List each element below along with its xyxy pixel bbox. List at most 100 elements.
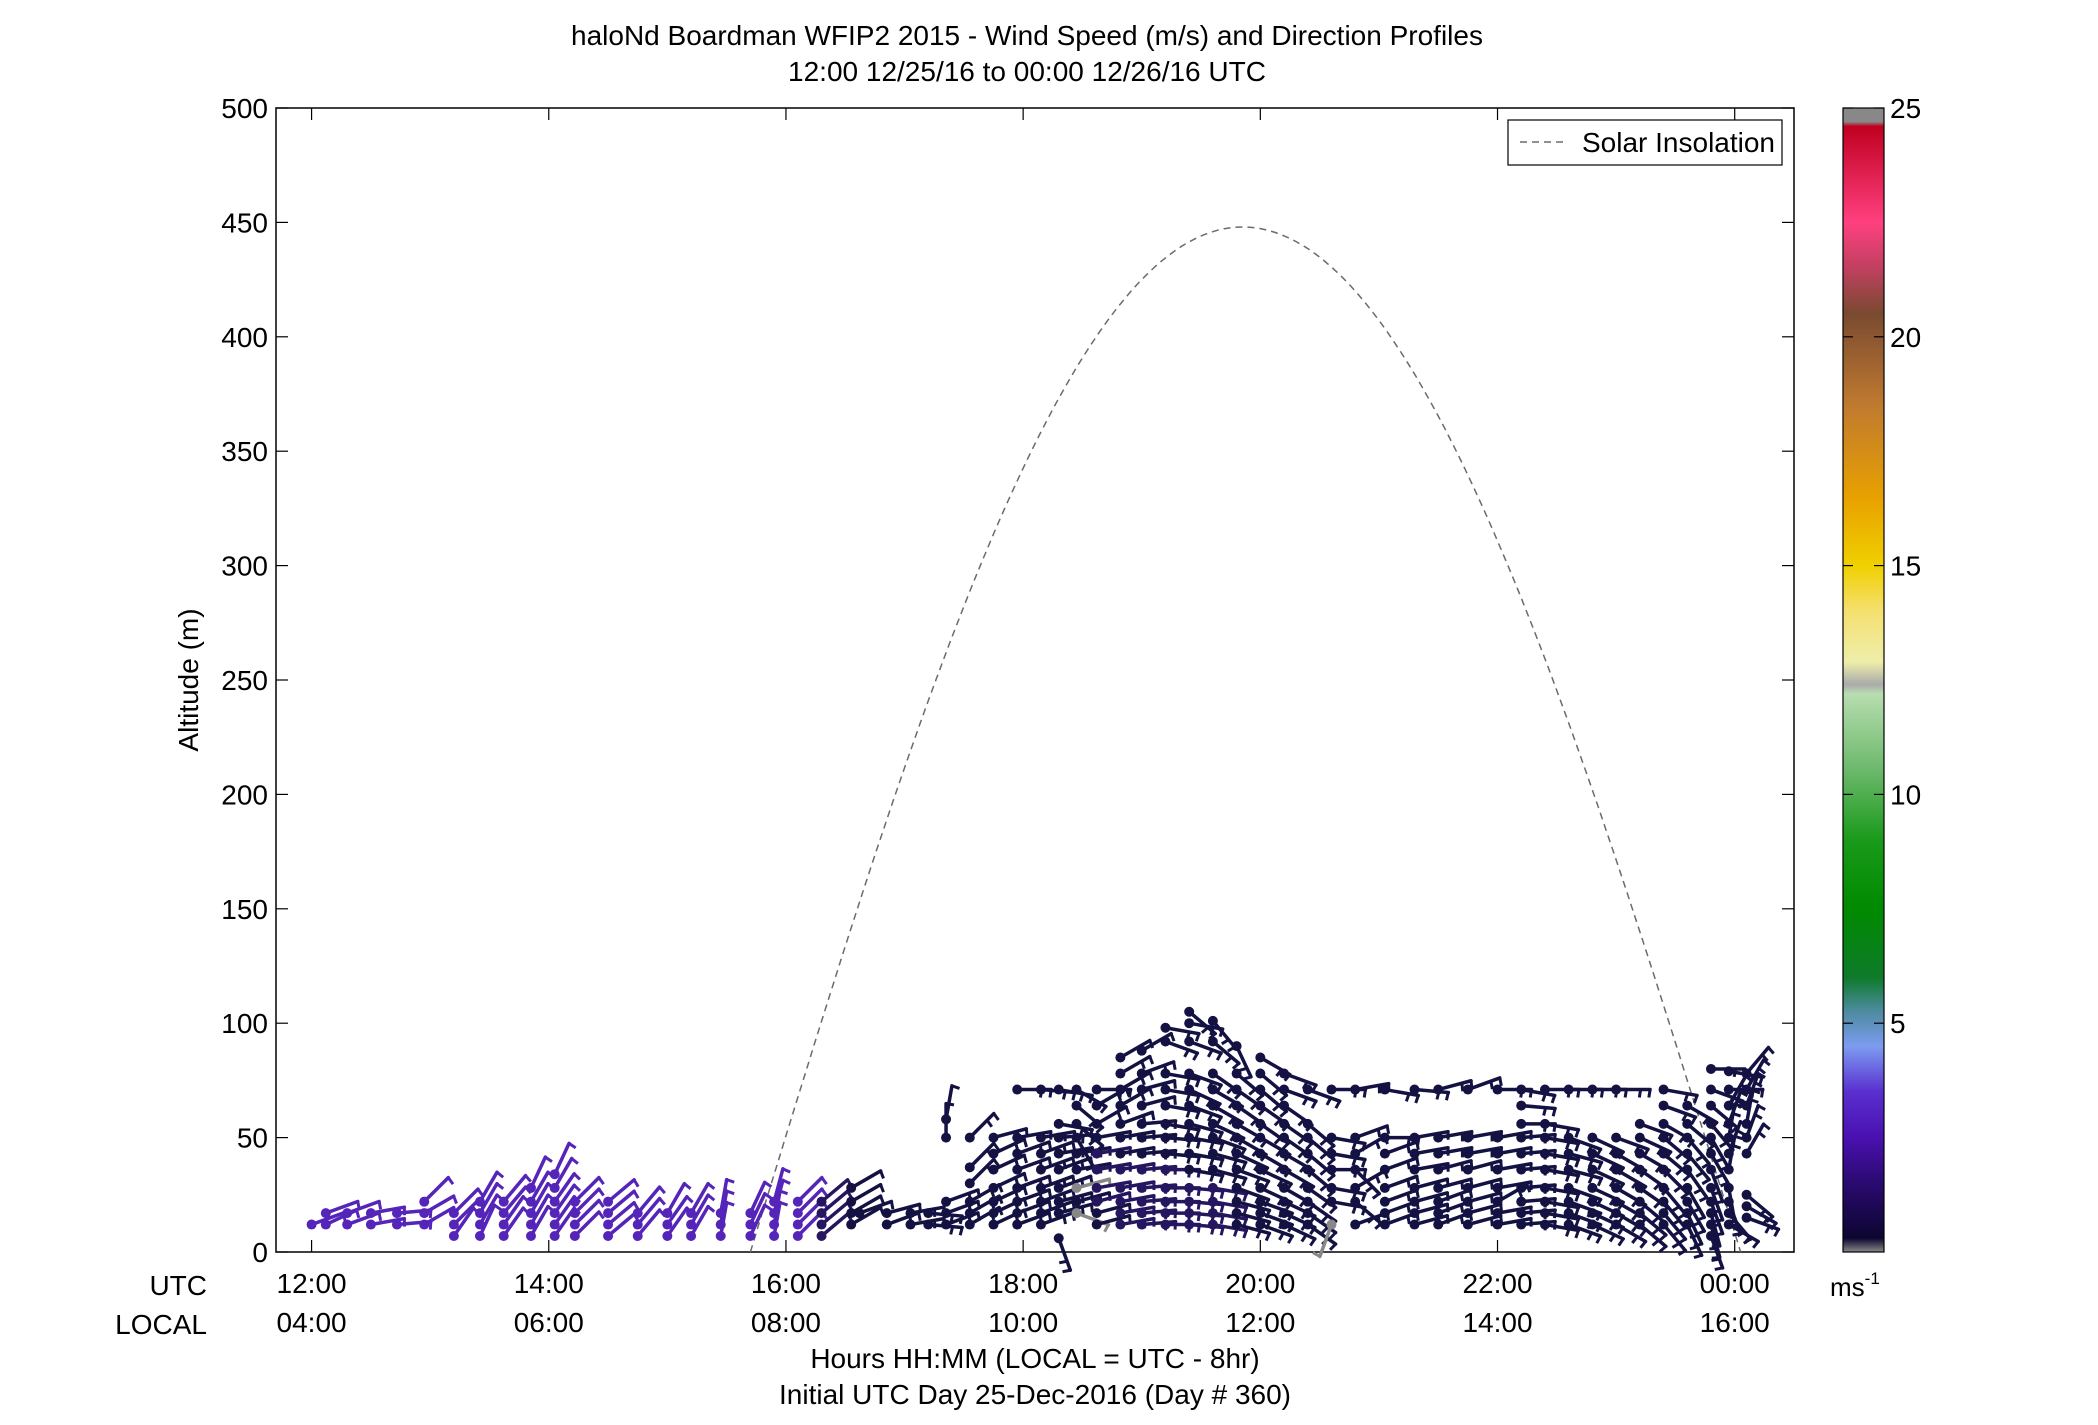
colorbar-tick-label: 5 [1890,1008,1906,1039]
wind-barb-dot [1207,1015,1218,1026]
wind-barb [1207,1219,1249,1239]
wind-barb-feather [1305,1142,1313,1151]
wind-barb-dot [1184,1100,1195,1111]
wind-barb-staff [1139,1031,1173,1053]
y-tick-label: 450 [221,207,268,238]
wind-barb [854,1199,895,1219]
wind-barb-dot [1611,1208,1622,1219]
wind-barb [1184,1148,1225,1168]
x-tick-label-utc: 20:00 [1225,1268,1295,1299]
wind-barb-staff [718,1189,729,1227]
wind-barb-staff [1412,1177,1450,1190]
wind-barb-staff [1015,1156,1051,1172]
wind-barb-dot [1563,1182,1574,1193]
wind-barb-staff [1094,1202,1132,1215]
wind-barb-dot [1136,1219,1147,1230]
wind-barb [923,1219,964,1236]
wind-barb-dot [525,1208,536,1219]
wind-barb [525,1155,553,1193]
wind-barb-feather [1404,1093,1411,1102]
wind-barb-staff [1590,1222,1625,1241]
wind-barb-staff [1094,1129,1132,1140]
wind-barb-feather [1406,1179,1411,1188]
wind-barb-staff [1187,1039,1223,1055]
wind-barb-staff [1543,1186,1581,1196]
wind-barb-staff [1163,1026,1201,1036]
wind-barb-feather [1219,1227,1225,1236]
wind-barb-dot [1302,1164,1313,1175]
wind-barb-dot [1302,1219,1313,1230]
wind-barb-feather [1326,1158,1335,1166]
wind-barb-staff [748,1191,767,1227]
wind-barb-feather [1729,1223,1738,1228]
wind-barb-staff [968,1141,996,1170]
wind-barb-dot [1184,1068,1195,1079]
wind-barb-feather [476,1188,484,1197]
wind-barb-feather [1677,1237,1687,1245]
wind-barb-feather [1140,1092,1146,1102]
wind-barb-feather [1173,1096,1177,1105]
wind-barb-staff [1074,1191,1112,1204]
wind-barb-feather [1541,1093,1547,1102]
wind-barb-staff [501,1194,525,1227]
wind-barb-feather [1767,1046,1775,1055]
wind-barb-dot [1255,1100,1266,1111]
wind-barb-staff [478,1203,497,1238]
wind-barb-feather [1757,1104,1766,1111]
wind-barb-feather [1765,1215,1774,1224]
wind-barb-staff [501,1206,525,1238]
x-tick-label-local: 10:00 [988,1307,1058,1338]
wind-barb-feather [1371,1192,1381,1200]
wind-barb-dot [1207,1219,1218,1230]
wind-barb [1741,1189,1775,1224]
wind-barb-staff [1211,1167,1248,1181]
wind-barb-staff [635,1208,662,1238]
wind-barb-staff [1306,1199,1338,1223]
wind-barb-staff [529,1193,550,1227]
wind-barb-staff [748,1180,767,1215]
wind-barb-dot [769,1208,780,1219]
wind-barb-dot [1207,1084,1218,1095]
wind-barb-staff [1519,1087,1557,1098]
colorbar: 5 10 15 20 25 ms-1 [1830,93,1921,1302]
wind-barb [769,1178,791,1219]
wind-barb-dot [1658,1148,1669,1159]
wind-barb-staff [1412,1161,1450,1172]
wind-barb-staff [1412,1213,1450,1227]
wind-barb-feather [1757,1131,1766,1139]
wind-barb-feather [1279,1110,1288,1118]
wind-barb [1516,1084,1557,1104]
wind-barb-feather [1689,1245,1699,1251]
wind-barb-staff [1709,1167,1725,1204]
wind-barb-feather [524,1174,532,1183]
wind-barb-staff [1519,1196,1557,1204]
x-tick-label-utc: 22:00 [1462,1268,1532,1299]
wind-barb-feather [1148,1088,1155,1097]
wind-barb-feather [707,1205,716,1213]
wind-barb-dot [1658,1132,1669,1143]
wind-barb-feather [917,1212,922,1222]
wind-barb-staff [1015,1140,1051,1156]
wind-barb-feather [879,1184,885,1193]
wind-barb-staff [573,1210,601,1238]
wind-barb-staff [665,1206,689,1238]
wind-barb-dot [1705,1164,1716,1175]
wind-barb-feather [570,1157,579,1165]
x-tick-label-utc: 14:00 [514,1268,584,1299]
wind-barb-feather [1319,1184,1328,1192]
wind-barb-feather [1406,1215,1411,1225]
wind-barb-feather [1219,1190,1225,1200]
wind-barb-feather [1698,1138,1708,1146]
legend-label: Solar Insolation [1582,127,1775,158]
wind-barb-dot [1409,1148,1420,1159]
wind-barb-dot [1091,1084,1102,1095]
wind-barb-dot [792,1208,803,1219]
wind-barb-dot [448,1230,459,1241]
wind-barb-dot [1115,1084,1126,1095]
wind-barb-feather [1366,1216,1375,1224]
wind-barb-dot [1231,1132,1242,1143]
wind-barb-dot [1658,1182,1669,1193]
wind-barb-feather [1711,1244,1720,1249]
wind-barb-dot [1326,1219,1337,1230]
wind-barb-staff [1118,1180,1156,1190]
